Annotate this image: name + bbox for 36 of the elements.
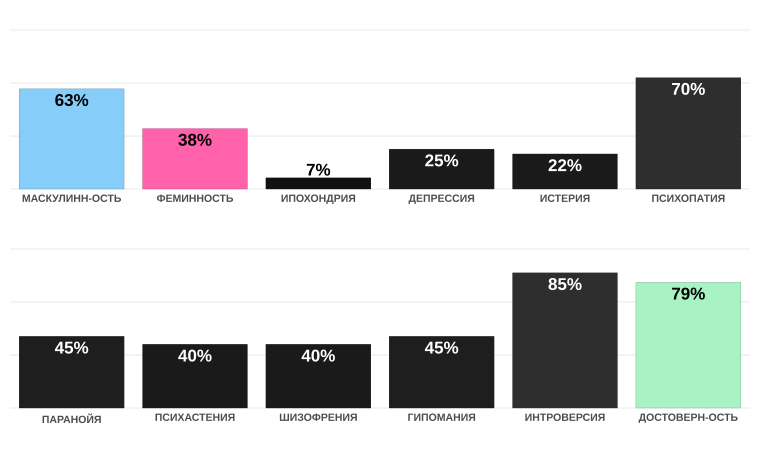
bar [636,282,741,408]
bar [389,149,494,190]
bar [389,336,494,408]
bar [19,88,124,190]
x-tick-label: ПАРАНОЙЯ [42,414,101,424]
data-label: 22% [548,159,582,172]
x-tick-label: ФЕМИННОСТЬ [156,194,234,202]
data-label: 63% [55,94,88,106]
x-tick-label: ГИПОМАНИЯ [408,414,476,421]
data-label: 45% [54,342,88,354]
data-label: 7% [306,164,330,176]
data-label: 85% [548,278,582,290]
x-tick-label: ПСИХАСТЕНИЯ [156,414,235,421]
x-tick-label: ИПОХОНДРИЯ [282,194,356,204]
data-label: 40% [302,350,335,362]
x-tick-label: ШИЗОФРЕНИЯ [280,414,357,421]
x-tick-label: ИСТЕРИЯ [540,194,590,202]
bar [266,344,371,408]
x-tick-label: ДОСТОВЕРН-ОСТЬ [638,414,738,423]
x-tick-label: ИНТРОВЕРСИЯ [525,414,605,421]
x-tick-label: ДЕПРЕССИЯ [408,194,474,204]
x-tick-label: ПСИХОПАТИЯ [652,194,724,202]
data-label: 38% [178,134,212,146]
bar [266,178,371,190]
bar [636,77,741,190]
data-label: 25% [425,154,458,166]
data-label: 79% [672,288,705,300]
bar [512,272,618,408]
bar [19,336,124,408]
bar [142,344,248,408]
x-tick-label: МАСКУЛИНН-ОСТЬ [22,194,122,202]
data-label: 45% [424,342,458,354]
data-label: 40% [178,350,212,362]
data-label: 70% [672,82,705,95]
bar [142,128,248,190]
bar [512,154,618,190]
